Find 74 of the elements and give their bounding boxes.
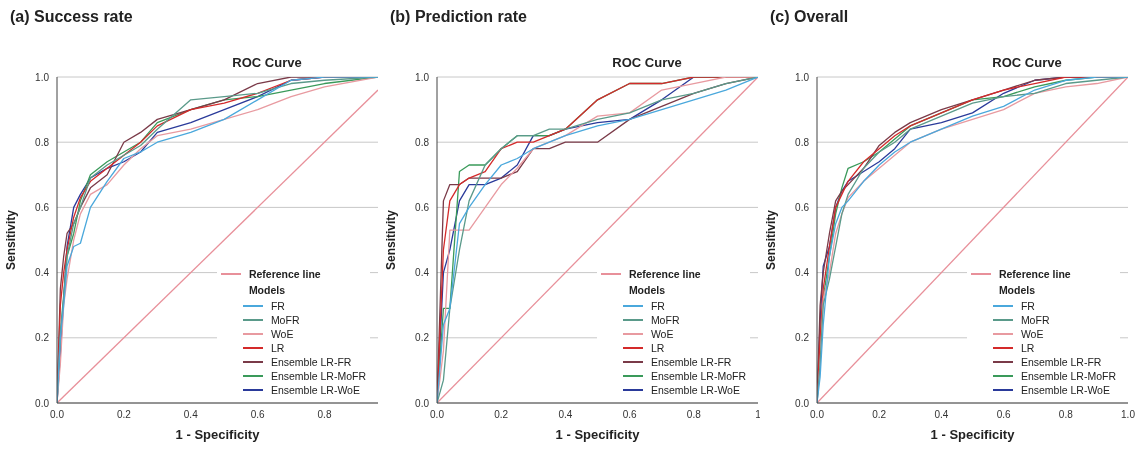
y-axis-title: Sensitivity: [384, 209, 398, 271]
y-tick-label: 1.0: [35, 71, 50, 83]
legend-label: MoFR: [650, 314, 680, 326]
y-tick-label: 0.8: [415, 136, 430, 148]
x-tick-label: 1.0: [1121, 409, 1136, 421]
y-tick-label: 0.6: [415, 201, 430, 213]
legend-label: Ensemble LR-FR: [270, 356, 352, 368]
x-tick-label: 0.0: [810, 409, 825, 421]
x-tick-label: 0.6: [250, 409, 266, 421]
legend-label: FR: [1020, 300, 1035, 312]
chart-subtitle: ROC Curve: [991, 55, 1063, 70]
y-tick-label: 0.2: [415, 332, 430, 344]
legend-label: LR: [270, 342, 285, 354]
y-tick-label: 0.0: [35, 397, 50, 409]
legend-label: WoE: [270, 328, 294, 340]
legend-label: MoFR: [1020, 314, 1050, 326]
legend-label: MoFR: [270, 314, 300, 326]
x-tick-label: 0.4: [934, 409, 949, 421]
y-tick-label: 0.8: [795, 136, 810, 148]
legend-label: Reference line: [628, 268, 701, 280]
chart-title: (a) Success rate: [10, 8, 133, 26]
legend-label: Reference line: [248, 268, 321, 280]
x-tick-label: 0.0: [430, 409, 445, 421]
y-tick-label: 1.0: [415, 71, 430, 83]
legend-label: Reference line: [998, 268, 1071, 280]
legend-label: WoE: [1020, 328, 1044, 340]
legend-label: Ensemble LR-WoE: [270, 384, 360, 396]
legend-label: FR: [270, 300, 285, 312]
legend-label: WoE: [650, 328, 674, 340]
legend-label: Ensemble LR-MoFR: [650, 370, 746, 382]
x-tick-label: 0.2: [116, 409, 132, 421]
chart-subtitle: ROC Curve: [611, 55, 683, 70]
x-tick-label: 0.4: [183, 409, 199, 421]
legend-title: Models: [627, 283, 667, 298]
x-axis-title: 1 - Specificity: [929, 427, 1016, 442]
legend-title: Models: [247, 283, 287, 298]
x-tick-label: 0.6: [996, 409, 1011, 421]
x-axis-title: 1 - Specificity: [554, 427, 641, 442]
x-tick-label: 1: [755, 409, 762, 421]
x-tick-label: 0.6: [622, 409, 637, 421]
y-axis-title: Sensitivity: [4, 209, 18, 271]
x-tick-label: 0.2: [872, 409, 887, 421]
y-tick-label: 0.6: [795, 201, 810, 213]
legend-label: Ensemble LR-WoE: [1020, 384, 1110, 396]
legend-label: LR: [650, 342, 665, 354]
x-tick-label: 0.0: [50, 409, 65, 421]
y-tick-label: 0.6: [35, 201, 50, 213]
chart-title: (c) Overall: [770, 8, 849, 26]
legend-label: Ensemble LR-MoFR: [270, 370, 366, 382]
x-tick-label: 0.8: [686, 409, 702, 421]
chart-title: (b) Prediction rate: [390, 8, 527, 26]
y-tick-label: 0.2: [795, 332, 810, 344]
y-tick-label: 1.0: [795, 71, 810, 83]
x-tick-label: 0.2: [494, 409, 509, 421]
legend-label: Ensemble LR-WoE: [650, 384, 740, 396]
legend-title: Models: [997, 283, 1037, 298]
legend-label: LR: [1020, 342, 1035, 354]
y-tick-label: 0.2: [35, 332, 50, 344]
x-tick-label: 0.4: [558, 409, 573, 421]
chart-subtitle: ROC Curve: [231, 55, 303, 70]
y-tick-label: 0.4: [795, 267, 810, 279]
legend-label: Ensemble LR-FR: [650, 356, 732, 368]
y-tick-label: 0.8: [35, 136, 50, 148]
x-axis-title: 1 - Specificity: [174, 427, 261, 442]
legend-label: Ensemble LR-FR: [1020, 356, 1102, 368]
y-axis-title: Sensitivity: [764, 209, 778, 271]
y-tick-label: 0.0: [415, 397, 430, 409]
y-tick-label: 0.4: [415, 267, 430, 279]
x-tick-label: 0.8: [1058, 409, 1074, 421]
y-tick-label: 0.4: [35, 267, 50, 279]
x-tick-label: 0.8: [317, 409, 332, 421]
legend-label: Ensemble LR-MoFR: [1020, 370, 1116, 382]
legend-label: FR: [650, 300, 665, 312]
y-tick-label: 0.0: [795, 397, 810, 409]
